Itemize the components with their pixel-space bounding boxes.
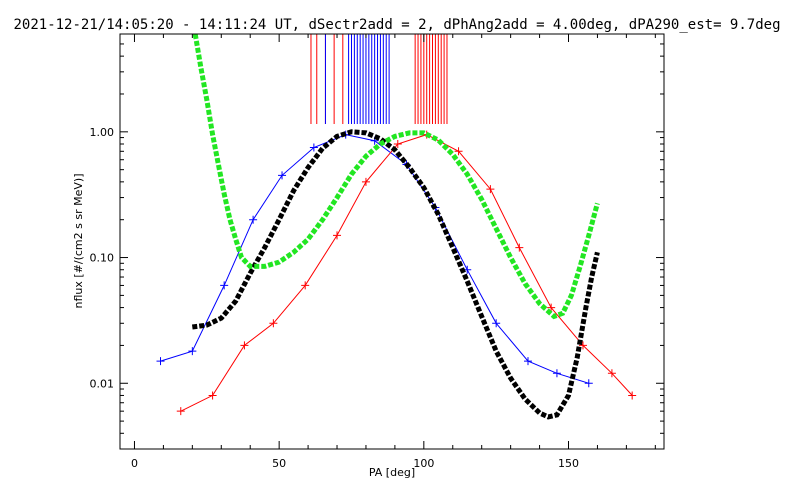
point-red-2 <box>240 341 249 350</box>
point-blue-0 <box>156 357 165 366</box>
y-tick-label-1: 0.10 <box>90 252 115 265</box>
y-axis-label: nflux [#/(cm2 s sr MeV)] <box>72 174 85 309</box>
point-blue-12 <box>524 357 532 366</box>
x-tick-label-1: 50 <box>272 457 286 470</box>
y-tick-label-2: 1.00 <box>90 126 115 139</box>
x-tick-label-0: 0 <box>131 457 138 470</box>
point-blue-13 <box>552 369 561 378</box>
point-red-6 <box>361 177 370 186</box>
point-red-1 <box>208 391 217 400</box>
point-blue-2 <box>220 281 229 290</box>
point-red-10 <box>486 185 495 194</box>
point-red-3 <box>269 319 278 328</box>
point-red-5 <box>333 231 342 240</box>
point-blue-4 <box>278 171 287 180</box>
x-tick-label-2: 100 <box>413 457 434 470</box>
axes-layer: 0 50 100 150 0.01 0.10 1.00 <box>90 33 664 470</box>
plot-area-frame <box>119 33 665 450</box>
point-blue-3 <box>249 215 258 224</box>
point-red-15 <box>628 391 637 400</box>
x-tick-label-3: 150 <box>558 457 579 470</box>
point-blue-14 <box>584 379 593 388</box>
point-blue-11 <box>492 319 501 328</box>
point-red-4 <box>301 281 310 290</box>
point-blue-5 <box>309 143 318 152</box>
x-axis-label: PA [deg] <box>369 466 415 479</box>
point-red-12 <box>547 303 556 312</box>
point-red-0 <box>176 407 185 416</box>
fit-curve-black <box>191 129 600 420</box>
point-red-11 <box>515 243 524 252</box>
fit-curve-green <box>192 34 600 320</box>
point-red-13 <box>578 341 587 350</box>
point-blue-1 <box>188 347 197 356</box>
y-tick-label-0: 0.01 <box>90 377 115 390</box>
point-red-7 <box>393 140 402 149</box>
point-red-14 <box>607 369 616 378</box>
point-red-9 <box>454 147 463 156</box>
plot-data-layer <box>156 34 637 420</box>
series-line-red <box>180 134 633 412</box>
chart-title: 2021-12-21/14:05:20 - 14:11:24 UT, dSect… <box>13 17 780 33</box>
